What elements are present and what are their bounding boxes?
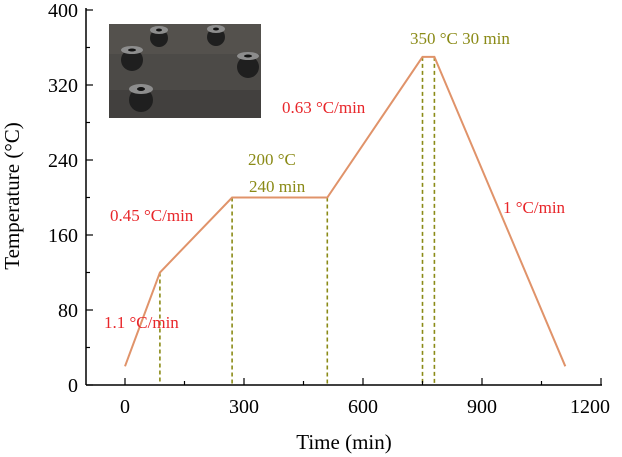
y-axis-title: Temperature (°C) xyxy=(0,122,24,269)
y-tick-label: 400 xyxy=(48,0,78,22)
dashed-guide-lines xyxy=(159,56,436,385)
y-tick-label: 240 xyxy=(48,150,78,172)
temperature-profile-line xyxy=(124,55,567,367)
annotation-rate-1: 1.1 °C/min xyxy=(104,313,179,332)
x-tick-labels: 0 300 600 900 1200 xyxy=(120,396,610,418)
x-axis-title: Time (min) xyxy=(296,430,391,454)
y-tick-label: 320 xyxy=(48,75,78,97)
x-tick-label: 1200 xyxy=(570,396,610,418)
annotation-hold-time: 240 min xyxy=(249,177,306,196)
annotation-rate-2: 0.45 °C/min xyxy=(110,206,194,225)
axis-ticks xyxy=(86,9,602,386)
y-tick-label: 80 xyxy=(58,300,78,322)
x-tick-label: 300 xyxy=(229,396,259,418)
annotation-rate-4: 1 °C/min xyxy=(503,198,566,217)
y-tick-label: 160 xyxy=(48,225,78,247)
y-tick-labels: 0 80 160 240 320 400 xyxy=(48,0,78,397)
x-tick-label: 0 xyxy=(120,396,130,418)
x-tick-label: 900 xyxy=(467,396,497,418)
annotation-hold-peak: 350 °C 30 min xyxy=(410,29,510,48)
annotation-hold-temp: 200 °C xyxy=(248,150,296,169)
sample-photo-inset xyxy=(109,24,261,118)
x-tick-label: 600 xyxy=(348,396,378,418)
annotation-rate-3: 0.63 °C/min xyxy=(282,98,366,117)
y-tick-label: 0 xyxy=(68,375,78,397)
